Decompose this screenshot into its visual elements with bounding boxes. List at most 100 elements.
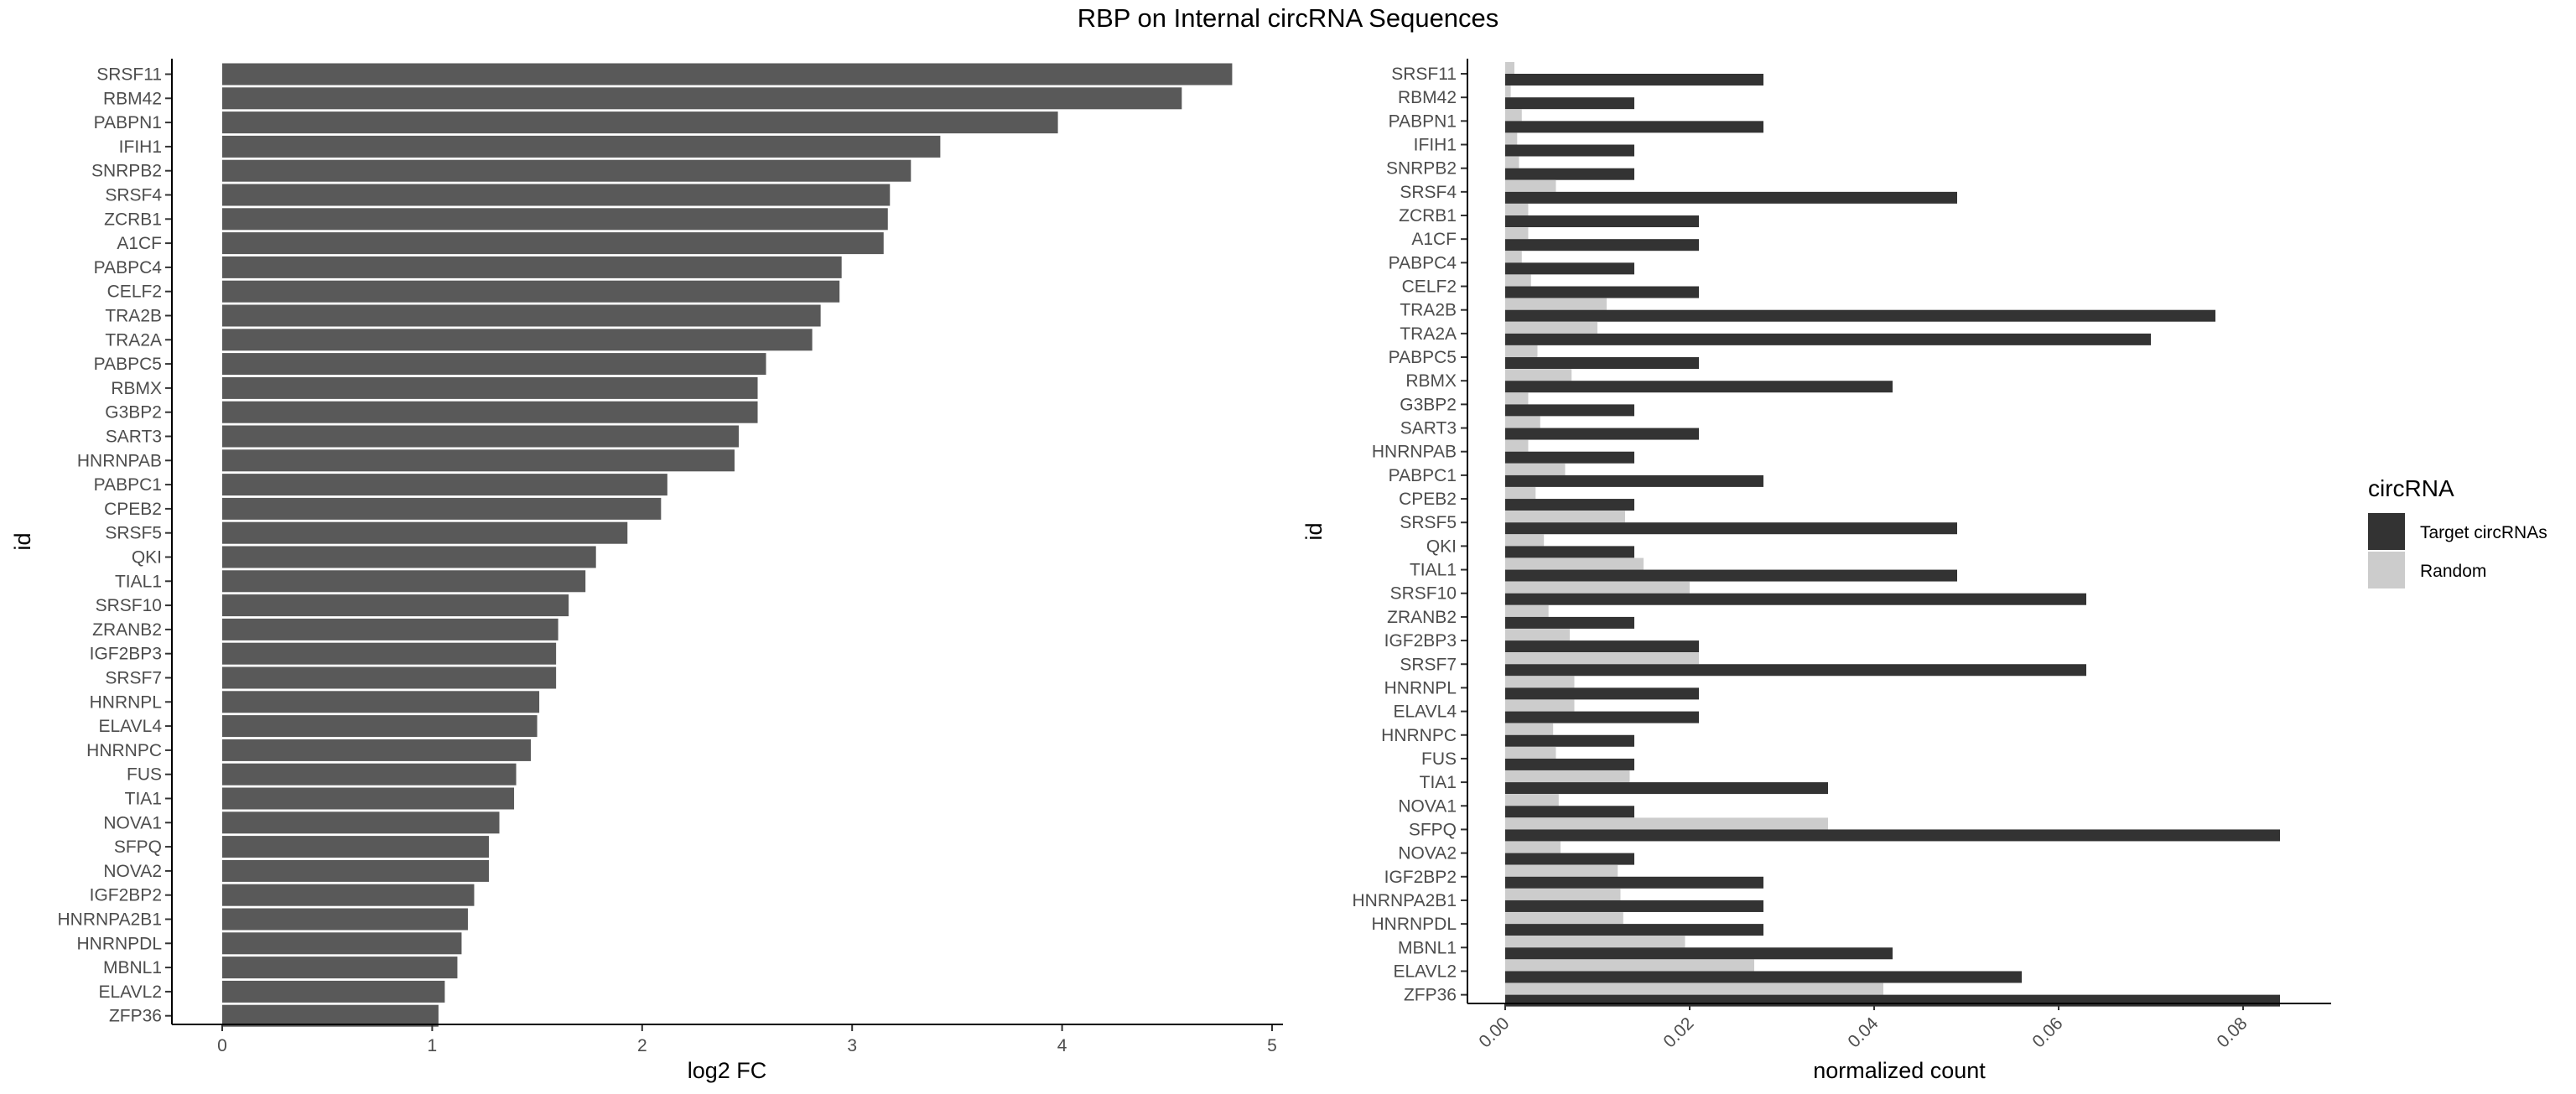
bar [222,980,445,1003]
y-tick-label: RBMX [111,379,162,398]
bar [222,884,475,906]
y-tick-label: ZFP36 [1404,986,1457,1005]
x-tick-label: 5 [1267,1036,1277,1055]
y-tick-label: QKI [1426,537,1457,556]
y-tick-label: HNRNPAB [1372,443,1457,462]
bar [222,329,813,351]
bar [222,715,538,738]
bar [222,401,758,423]
bar [222,208,888,231]
y-tick-label: SRSF5 [1400,513,1457,532]
x-tick-label: 0.08 [2213,1014,2251,1051]
bar-random [1505,156,1519,169]
bar [222,87,1182,110]
legend-label-target: Target circRNAs [2420,523,2547,542]
bar-random [1505,321,1597,334]
bar-target [1505,168,1634,180]
y-tick-label: HNRNPC [86,741,162,760]
y-tick-label: ZCRB1 [104,210,162,229]
bar [222,353,766,376]
bar [222,304,821,327]
bar [222,570,586,593]
bar-target [1505,947,1893,960]
bar [222,159,911,182]
y-tick-label: HNRNPDL [1371,915,1457,934]
y-tick-label: A1CF [1411,230,1457,249]
y-tick-label: PABPC5 [1389,348,1457,367]
bar-random [1505,983,1883,995]
y-tick-label: CELF2 [1402,277,1457,297]
bar [222,836,490,858]
bar-random [1505,723,1554,735]
bar [222,232,884,255]
y-tick-label: TRA2B [105,307,162,326]
bar-random [1505,817,1828,830]
bar-random [1505,652,1699,665]
bar [222,739,532,761]
y-tick-label: TIAL1 [115,572,162,591]
y-tick-label: ZFP36 [109,1007,162,1026]
y-tick-label: SRSF4 [105,186,162,205]
bar-target [1505,994,2280,1007]
bar-target [1505,711,1699,723]
bar-random [1505,227,1529,240]
left-x-ticks: 0 1 2 3 4 5 [217,1024,1277,1055]
y-tick-label: PABPC4 [1389,253,1457,272]
bar-random [1505,345,1538,358]
x-tick-label: 0.04 [1844,1014,1882,1051]
bar [222,425,739,448]
y-tick-label: CPEB2 [104,500,162,519]
bar-target [1505,499,1634,511]
bar-target [1505,687,1699,700]
bar-random [1505,369,1572,381]
y-tick-label: TRA2B [1400,301,1457,320]
y-tick-label: HNRNPL [90,692,162,712]
bar [222,763,517,786]
y-tick-label: ELAVL4 [1394,703,1457,722]
y-tick-label: TIA1 [1420,773,1457,792]
bar-target [1505,333,2151,345]
bar-random [1505,629,1570,641]
x-tick-label: 0.06 [2028,1014,2066,1051]
right-y-tick-labels: SRSF11 RBM42 PABPN1 IFIH1 SNRPB2 SRSF4 ZCRB1 A1… [1353,65,1467,1005]
bar [222,859,490,882]
bar-target [1505,262,1634,275]
y-tick-label: SRSF11 [96,65,162,85]
y-tick-label: IFIH1 [119,137,162,157]
y-tick-label: SNRPB2 [1386,159,1457,179]
y-tick-label: ELAVL2 [99,983,163,1002]
left-x-axis-title: log2 FC [688,1058,767,1083]
bar-target [1505,451,1634,464]
bar [222,691,540,713]
bar-random [1505,511,1625,523]
y-tick-label: TRA2A [105,330,162,350]
bar-random [1505,463,1566,475]
bar [222,111,1058,134]
legend-swatch-random [2368,552,2405,588]
bar [222,135,941,158]
bar-random [1505,298,1607,310]
y-tick-label: TRA2A [1400,324,1457,344]
bar-target [1505,971,2022,983]
bar-target [1505,569,1957,582]
y-tick-label: SRSF4 [1400,183,1457,202]
bar-target [1505,782,1828,795]
bar [222,521,628,544]
x-tick-label: 1 [428,1036,438,1055]
bar-random [1505,439,1529,452]
bar-target [1505,474,1763,487]
y-tick-label: PABPN1 [94,113,162,132]
y-tick-label: ELAVL4 [99,717,163,736]
bar-target [1505,357,1699,370]
bar [222,787,515,810]
y-tick-label: HNRNPL [1384,678,1457,697]
right-y-axis-title: id [1301,522,1327,540]
bar-target [1505,428,1699,440]
bar [222,280,840,303]
y-tick-label: G3BP2 [105,403,162,423]
y-tick-label: FUS [1421,749,1457,769]
bar-random [1505,534,1545,547]
y-tick-label: HNRNPA2B1 [1353,891,1457,910]
bar-random [1505,581,1690,594]
